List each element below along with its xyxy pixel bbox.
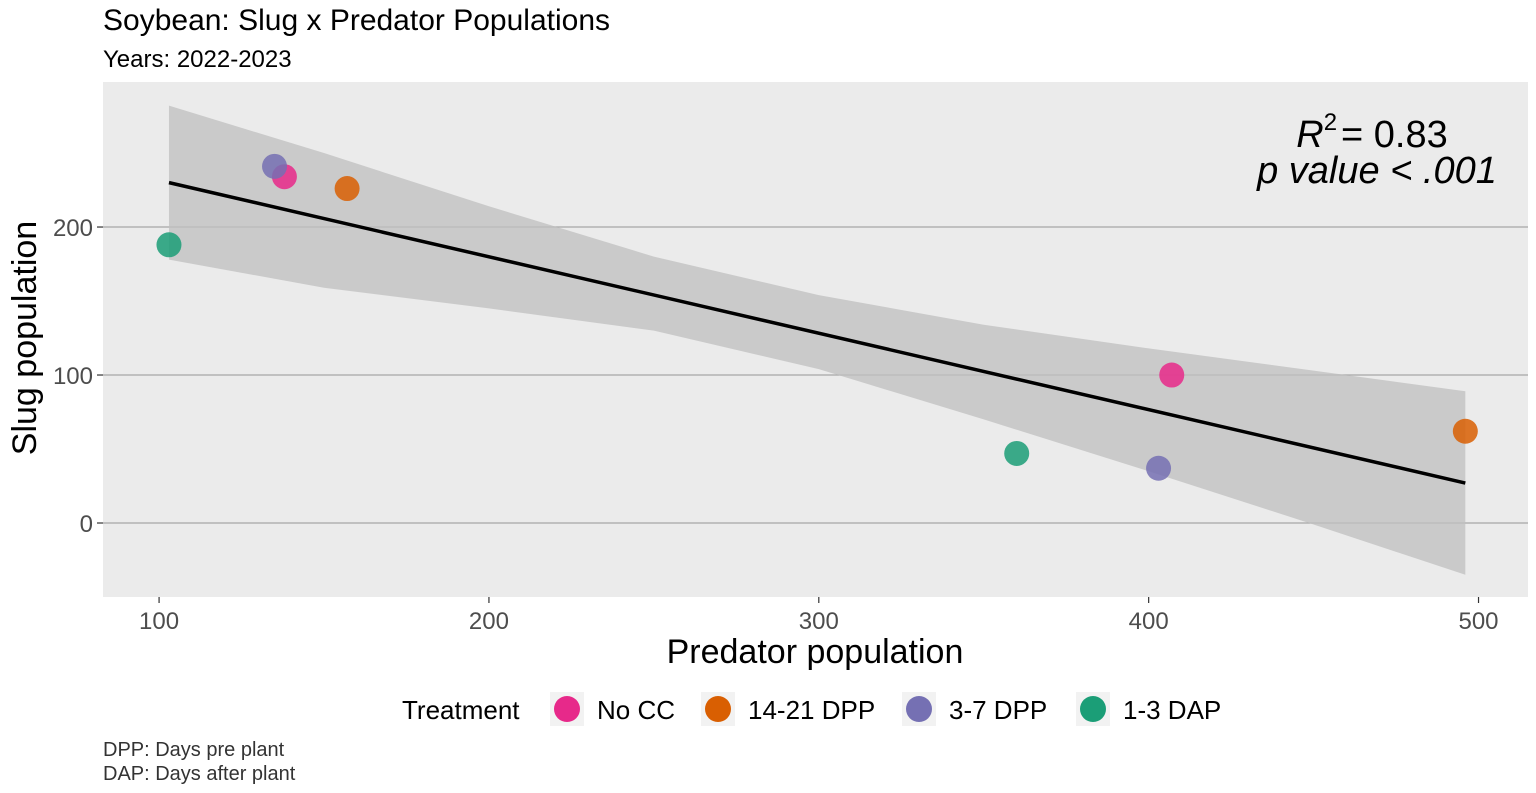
legend-label-3-7-dpp: 3-7 DPP (949, 695, 1047, 725)
data-point-1-3-dap (1004, 440, 1030, 466)
legend-key-14-21-dpp (705, 696, 731, 722)
legend: Treatment No CC 14-21 DPP 3-7 DPP 1-3 DAP (402, 692, 1221, 726)
r2-exponent: 2 (1324, 109, 1337, 136)
legend-label-1-3-dap: 1-3 DAP (1123, 695, 1221, 725)
svg-text:R2= 0.83: R2 = 0.83 (1296, 109, 1448, 156)
caption-line-2: DAP: Days after plant (103, 763, 296, 785)
legend-key-3-7-dpp (906, 696, 932, 722)
caption: DPP: Days pre plant DAP: Days after plan… (103, 739, 296, 785)
x-tick-label: 100 (139, 608, 179, 635)
data-point-14-21-dpp (1452, 418, 1478, 444)
y-tick-label: 100 (53, 363, 93, 390)
data-points (156, 153, 1478, 481)
x-tick-label: 200 (469, 608, 509, 635)
legend-key-no-cc (554, 696, 580, 722)
x-tick-label: 400 (1129, 608, 1169, 635)
confidence-band (168, 105, 1466, 575)
p-value: p value < .001 (1256, 150, 1497, 192)
chart-title: Soybean: Slug x Predator Populations (103, 4, 610, 37)
data-point-3-7-dpp (1146, 455, 1172, 481)
x-tick-label: 300 (799, 608, 839, 635)
legend-key-1-3-dap (1080, 696, 1106, 722)
data-point-3-7-dpp (262, 153, 288, 179)
data-point-1-3-dap (156, 232, 182, 258)
trend-line (168, 180, 1466, 485)
data-point-14-21-dpp (334, 176, 360, 202)
r2-symbol: R (1296, 114, 1323, 156)
data-point-no-cc (1159, 362, 1185, 388)
legend-label-14-21-dpp: 14-21 DPP (748, 695, 875, 725)
caption-line-1: DPP: Days pre plant (103, 739, 285, 761)
legend-title: Treatment (402, 695, 520, 725)
y-tick-label: 200 (53, 215, 93, 242)
r2-value: = 0.83 (1341, 114, 1448, 156)
y-axis-ticks: 0 100 200 (53, 215, 103, 538)
x-axis-title: Predator population (667, 633, 964, 671)
y-axis-title: Slug population (6, 221, 44, 455)
legend-label-no-cc: No CC (597, 695, 675, 725)
x-axis-ticks: 100 200 300 400 500 (139, 597, 1499, 635)
x-tick-label: 500 (1458, 608, 1498, 635)
y-tick-label: 0 (80, 511, 93, 538)
chart-subtitle: Years: 2022-2023 (103, 46, 292, 73)
stats-annotation: R2 = 0.83 p value < .001 (1256, 109, 1497, 192)
